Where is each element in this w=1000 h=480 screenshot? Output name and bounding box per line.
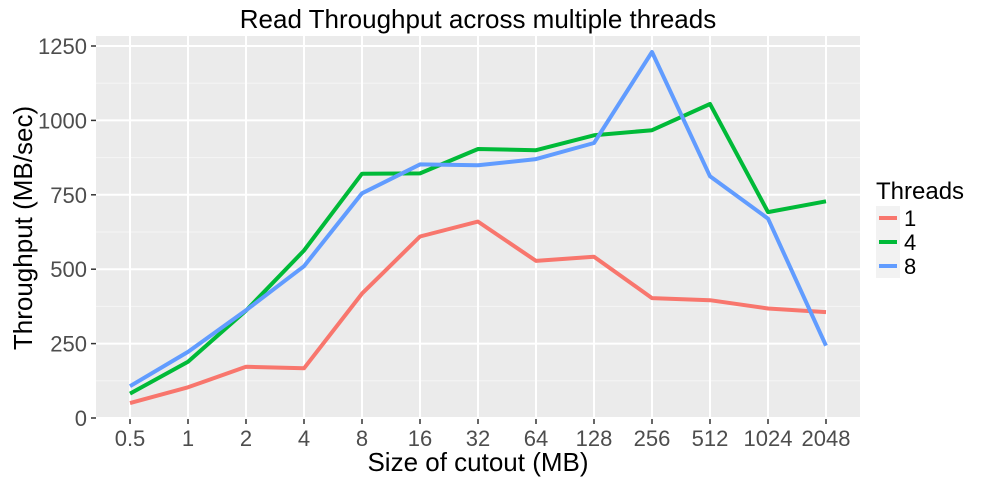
- x-tick-label: 4: [298, 426, 310, 451]
- series-line-1: [129, 219, 827, 406]
- series-line-8: [128, 50, 828, 388]
- y-axis-ticks: 0 250 500 750 1000 1250: [38, 34, 96, 431]
- legend-title: Threads: [876, 178, 964, 205]
- x-tick-label: 32: [466, 426, 490, 451]
- y-tick-label: 250: [50, 332, 87, 357]
- y-tick-label: 0: [75, 406, 87, 431]
- x-tick-label: 256: [634, 426, 671, 451]
- legend: Threads 148: [876, 178, 964, 279]
- x-axis-title: Size of cutout (MB): [367, 447, 588, 477]
- y-tick-label: 750: [50, 183, 87, 208]
- x-tick-label: 1: [182, 426, 194, 451]
- legend-label-1: 1: [904, 206, 916, 231]
- x-tick-label: 64: [524, 426, 548, 451]
- legend-label-4: 4: [904, 230, 916, 255]
- legend-label-8: 8: [904, 254, 916, 279]
- chart-title: Read Throughput across multiple threads: [240, 4, 716, 34]
- y-tick-label: 500: [50, 257, 87, 282]
- y-tick-label: 1250: [38, 34, 87, 59]
- series-lines: [128, 50, 828, 406]
- y-tick-label: 1000: [38, 108, 87, 133]
- x-tick-label: 2048: [802, 426, 851, 451]
- x-tick-label: 1024: [744, 426, 793, 451]
- x-tick-label: 0.5: [115, 426, 146, 451]
- major-gridlines: [96, 36, 860, 419]
- x-tick-label: 128: [576, 426, 613, 451]
- x-tick-label: 2: [240, 426, 252, 451]
- x-tick-label: 8: [356, 426, 368, 451]
- x-tick-label: 16: [408, 426, 432, 451]
- x-axis-ticks: 0.5 1 2 4 8 16 32 64 128 256 512 1024 2048: [115, 419, 851, 451]
- y-axis-title: Throughput (MB/sec): [8, 106, 38, 350]
- x-tick-label: 512: [692, 426, 729, 451]
